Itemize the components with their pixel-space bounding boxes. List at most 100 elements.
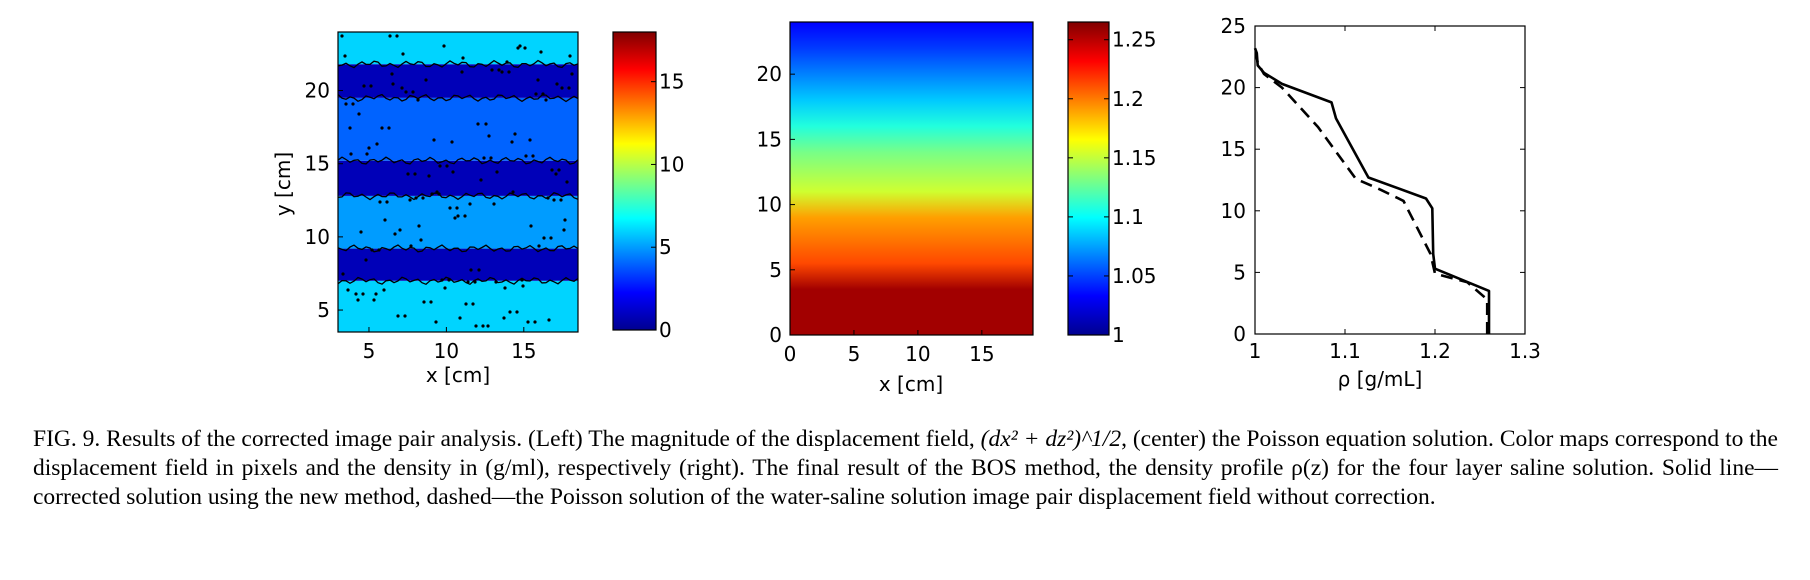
contour-speck bbox=[474, 324, 478, 328]
contour-speck bbox=[432, 138, 436, 142]
x-tick-label: 1.2 bbox=[1419, 339, 1451, 363]
contour-speck bbox=[563, 218, 567, 222]
poisson-x-label: x [cm] bbox=[879, 372, 943, 396]
displacement-band bbox=[338, 97, 578, 161]
contour-speck bbox=[513, 132, 517, 136]
poisson-map bbox=[790, 22, 1033, 335]
density-y-ticks: 0 5 10 15 20 25 bbox=[1221, 14, 1525, 346]
contour-speck bbox=[520, 278, 524, 282]
x-tick-label: 0 bbox=[784, 342, 797, 366]
colorbar-tick-label: 0 bbox=[659, 318, 672, 342]
y-tick-label: 25 bbox=[1221, 14, 1246, 38]
contour-speck bbox=[516, 46, 520, 50]
panel-displacement: 5 10 15 5 10 15 20 x [cm] y [cm] 0 5 10 15 bbox=[271, 31, 684, 387]
contour-speck bbox=[450, 140, 454, 144]
contour-speck bbox=[570, 72, 574, 76]
contour-speck bbox=[473, 280, 477, 284]
contour-speck bbox=[435, 190, 439, 194]
contour-speck bbox=[361, 292, 365, 296]
contour-speck bbox=[414, 196, 418, 200]
contour-speck bbox=[416, 98, 420, 102]
contour-speck bbox=[464, 302, 468, 306]
contour-speck bbox=[495, 170, 499, 174]
colorbar-tick-label: 5 bbox=[659, 235, 672, 259]
contour-speck bbox=[468, 202, 472, 206]
solid-series-line bbox=[1253, 47, 1491, 334]
contour-speck bbox=[383, 218, 387, 222]
poisson-colorbar bbox=[1067, 21, 1110, 336]
contour-speck bbox=[461, 56, 465, 60]
contour-speck bbox=[557, 168, 561, 172]
x-tick-label: 5 bbox=[848, 342, 861, 366]
x-tick-label: 15 bbox=[511, 339, 536, 363]
displacement-band bbox=[338, 32, 578, 65]
contour-speck bbox=[486, 324, 490, 328]
contour-speck bbox=[531, 154, 535, 158]
contour-speck bbox=[365, 152, 369, 156]
y-tick-label: 10 bbox=[757, 193, 782, 217]
contour-speck bbox=[555, 82, 559, 86]
poisson-colorbar-ticks: 1 1.05 1.1 1.15 1.2 1.25 bbox=[1068, 28, 1157, 347]
contour-speck bbox=[559, 198, 563, 202]
displacement-band bbox=[338, 248, 578, 281]
contour-speck bbox=[403, 314, 407, 318]
contour-speck bbox=[463, 214, 467, 218]
y-tick-label: 20 bbox=[1221, 76, 1246, 100]
contour-speck bbox=[351, 102, 355, 106]
contour-speck bbox=[565, 180, 569, 184]
contour-speck bbox=[356, 298, 360, 302]
contour-speck bbox=[409, 244, 413, 248]
contour-speck bbox=[354, 292, 358, 296]
contour-speck bbox=[348, 126, 352, 130]
contour-speck bbox=[391, 82, 395, 86]
contour-speck bbox=[476, 122, 480, 126]
contour-line bbox=[337, 191, 579, 201]
contour-speck bbox=[370, 248, 374, 252]
contour-speck bbox=[528, 138, 532, 142]
contour-speck bbox=[440, 278, 444, 282]
contour-speck bbox=[388, 34, 392, 38]
contour-speck bbox=[487, 134, 491, 138]
x-tick-label: 1.1 bbox=[1329, 339, 1361, 363]
colorbar-tick-label: 1.25 bbox=[1112, 28, 1157, 52]
poisson-y-ticks: 0 5 10 15 20 bbox=[757, 62, 795, 347]
contour-speck bbox=[521, 284, 525, 288]
panel-poisson: 0 5 10 15 0 5 10 15 20 x [cm] 1 1.05 1.1 1.15 1.2 1.… bbox=[757, 21, 1157, 396]
contour-speck bbox=[340, 34, 344, 38]
contour-speck bbox=[445, 164, 449, 168]
contour-speck bbox=[369, 84, 373, 88]
contour-speck bbox=[408, 198, 412, 202]
contour-speck bbox=[343, 54, 347, 58]
contour-speck bbox=[341, 272, 345, 276]
y-tick-label: 10 bbox=[305, 225, 330, 249]
contour-speck bbox=[510, 140, 514, 144]
poisson-axes-frame bbox=[789, 21, 1034, 336]
contour-speck bbox=[518, 44, 522, 48]
contour-speck bbox=[466, 280, 470, 284]
contour-speck bbox=[406, 172, 410, 176]
contour-speck bbox=[497, 68, 501, 72]
contour-speck bbox=[393, 232, 397, 236]
contour-speck bbox=[382, 288, 386, 292]
contour-speck bbox=[492, 202, 496, 206]
y-tick-label: 0 bbox=[769, 323, 782, 347]
displacement-axes-frame bbox=[337, 31, 579, 333]
displacement-colorbar bbox=[612, 31, 657, 331]
contour-speck bbox=[481, 324, 485, 328]
y-tick-label: 15 bbox=[757, 127, 782, 151]
contour-speck bbox=[552, 198, 556, 202]
contour-speck bbox=[544, 98, 548, 102]
contour-speck bbox=[413, 172, 417, 176]
y-tick-label: 5 bbox=[769, 258, 782, 282]
contour-speck bbox=[533, 320, 537, 324]
contour-speck bbox=[567, 86, 571, 90]
contour-speck bbox=[438, 164, 442, 168]
contour-speck bbox=[505, 60, 509, 64]
contour-speck bbox=[346, 288, 350, 292]
contour-speck bbox=[421, 196, 425, 200]
colorbar-tick-label: 1.05 bbox=[1112, 264, 1157, 288]
density-x-ticks: 1 1.1 1.2 1.3 bbox=[1249, 26, 1541, 363]
displacement-colorbar-ticks: 0 5 10 15 bbox=[651, 70, 684, 342]
figure-caption: FIG. 9. Results of the corrected image p… bbox=[33, 425, 1778, 512]
contour-speck bbox=[390, 72, 394, 76]
